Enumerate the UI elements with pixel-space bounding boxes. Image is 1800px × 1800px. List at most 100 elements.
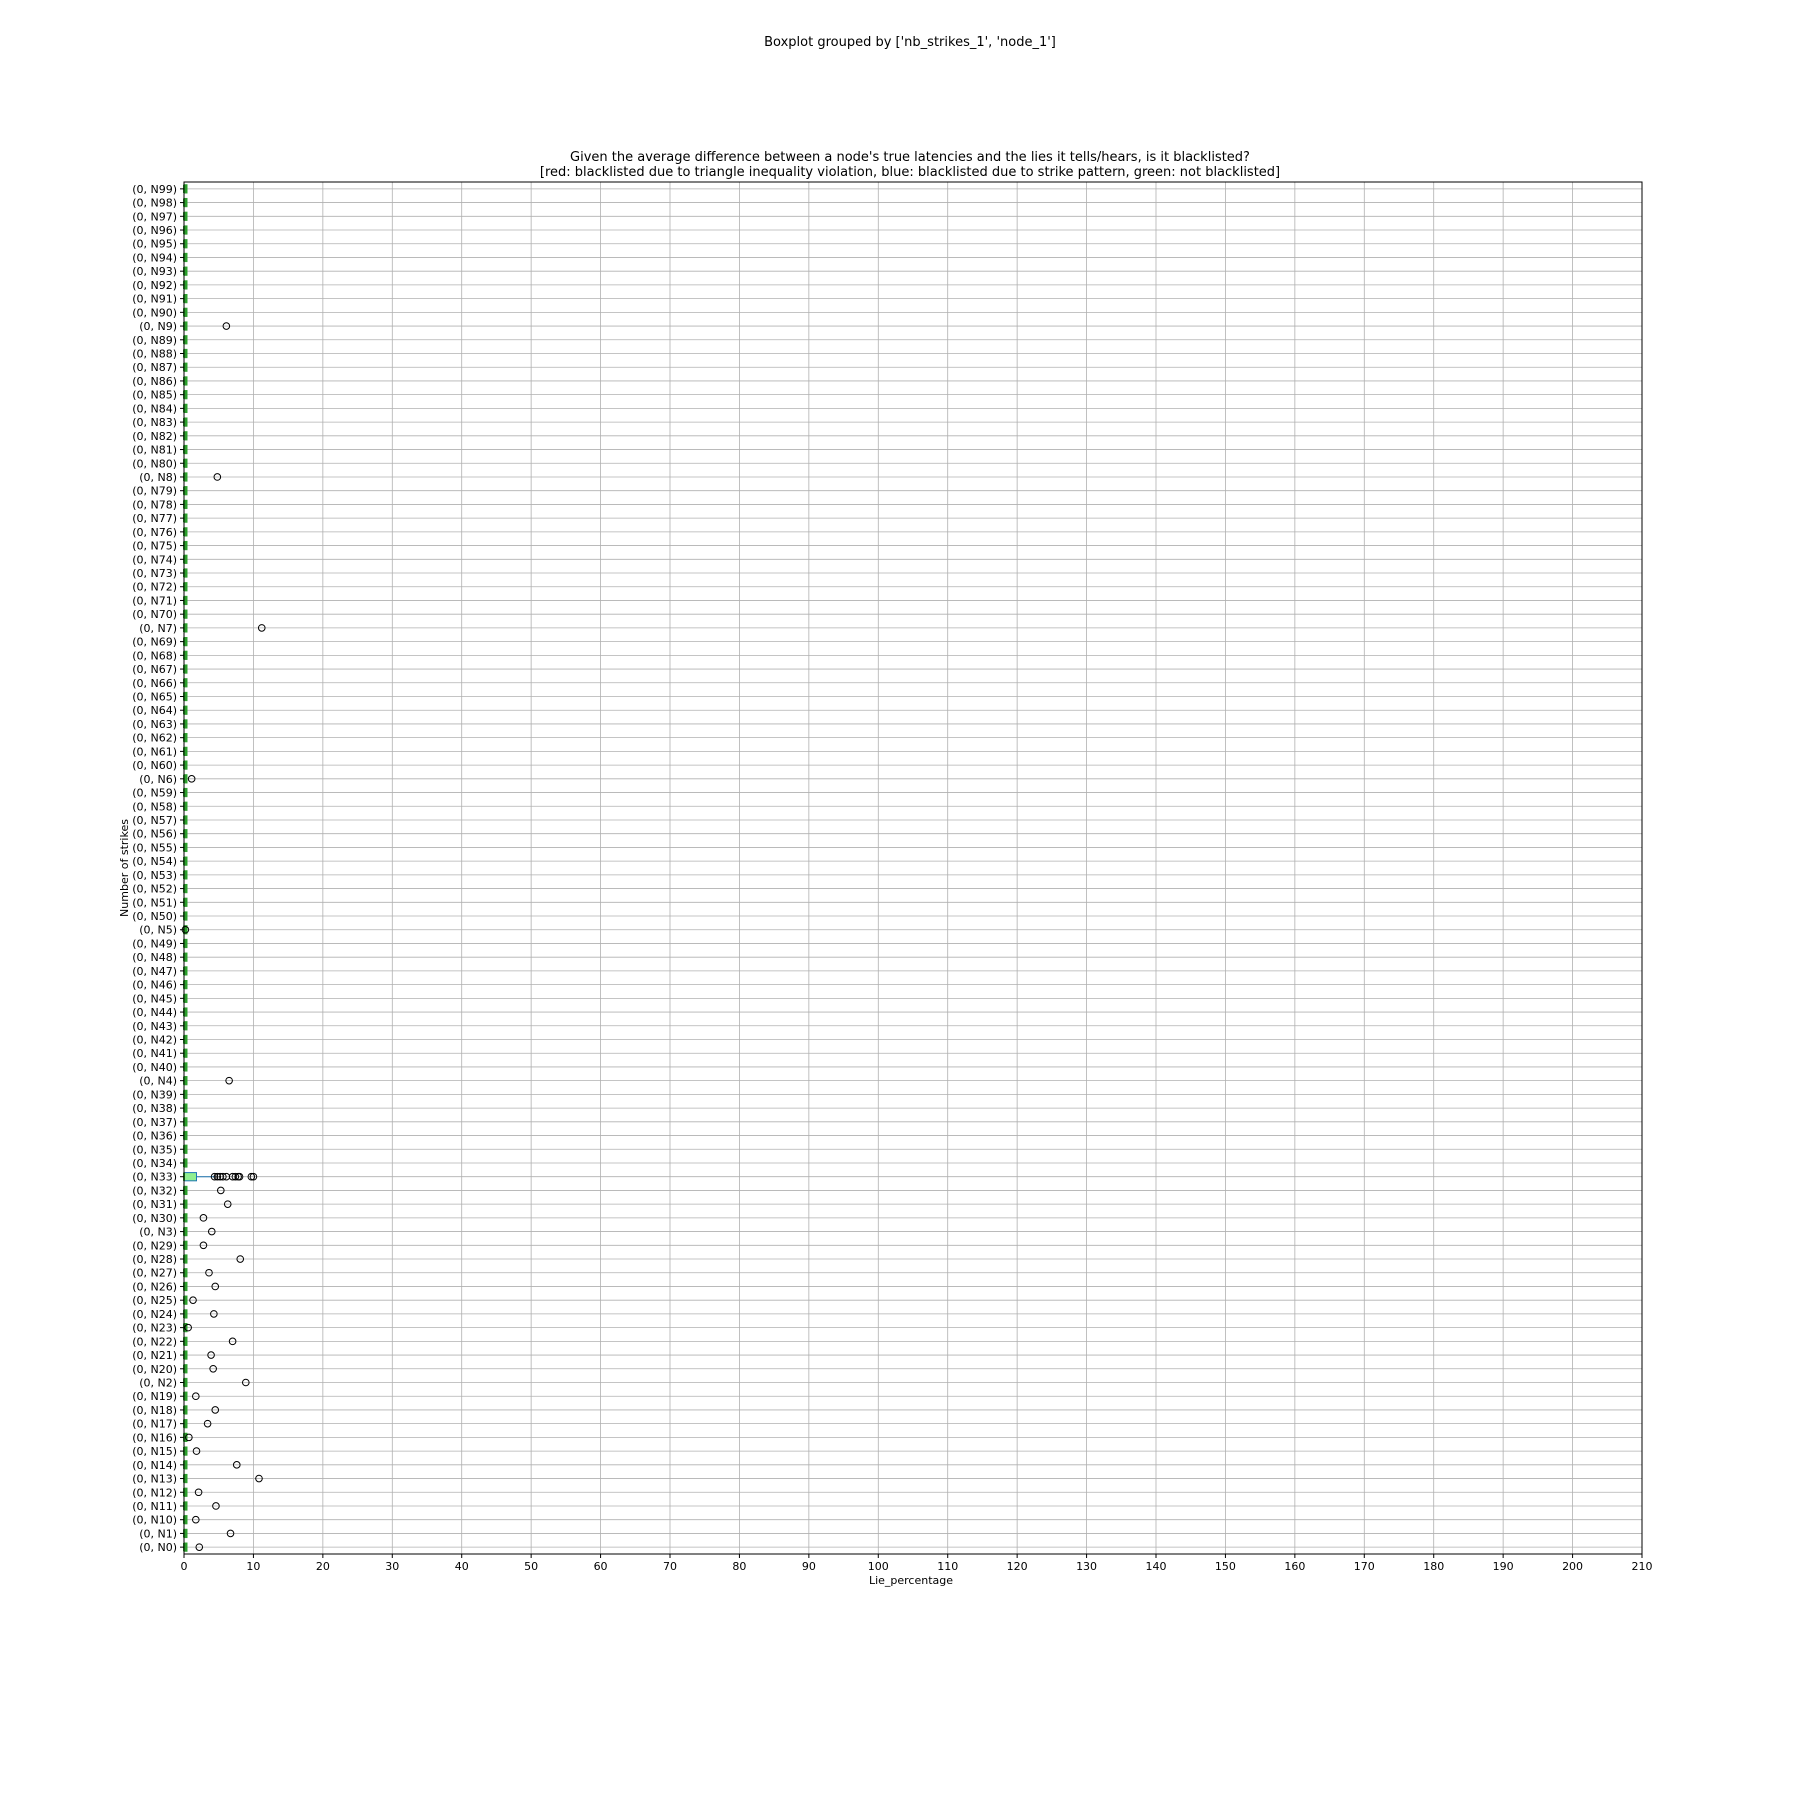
y-tick-label: (0, N34): [132, 1157, 177, 1170]
y-tick-label: (0, N81): [132, 444, 177, 457]
y-tick-label: (0, N25): [132, 1294, 177, 1307]
y-tick-label: (0, N6): [139, 773, 177, 786]
y-tick-label: (0, N50): [132, 910, 177, 923]
chart-title-line1: Given the average difference between a n…: [570, 150, 1250, 165]
y-tick-label: (0, N14): [132, 1459, 177, 1472]
y-tick-label: (0, N94): [132, 251, 177, 264]
outlier-point: [187, 775, 196, 783]
outlier-point: [219, 1172, 227, 1181]
y-tick-label: (0, N51): [132, 896, 177, 909]
outlier-point: [194, 1488, 203, 1497]
x-tick-label: 160: [1284, 1560, 1305, 1573]
box-0-n33: [183, 1172, 216, 1182]
box-layer: [183, 184, 216, 1552]
y-tick-label: (0, N19): [132, 1390, 177, 1403]
outlier-point: [199, 1241, 208, 1250]
outlier-point: [209, 1364, 217, 1373]
y-tick-label: (0, N10): [132, 1514, 177, 1527]
x-tick-label: 120: [1007, 1560, 1028, 1573]
y-tick-label: (0, N64): [132, 704, 177, 717]
x-tick-label: 60: [594, 1560, 608, 1573]
y-tick-label: (0, N20): [132, 1363, 177, 1376]
y-axis-ticks: (0, N0)(0, N1)(0, N10)(0, N11)(0, N12) (0…: [132, 183, 184, 1554]
y-tick-label: (0, N0): [139, 1541, 177, 1554]
y-tick-label: (0, N17): [132, 1418, 177, 1431]
outlier-point: [189, 1296, 197, 1304]
outlier-point: [205, 1268, 213, 1277]
outlier-point: [192, 1447, 201, 1455]
outlier-point: [192, 1515, 200, 1524]
y-tick-label: (0, N4): [139, 1075, 177, 1088]
y-tick-label: (0, N46): [132, 979, 177, 992]
outlier-point: [223, 1200, 232, 1208]
y-tick-label: (0, N97): [132, 210, 177, 223]
y-tick-label: (0, N60): [132, 759, 177, 772]
y-tick-label: (0, N91): [132, 293, 177, 306]
x-tick-label: 70: [663, 1560, 677, 1573]
y-tick-label: (0, N88): [132, 348, 177, 361]
y-tick-label: (0, N98): [132, 197, 177, 210]
y-tick-label: (0, N35): [132, 1143, 177, 1156]
y-tick-label: (0, N77): [132, 512, 177, 525]
x-tick-label: 40: [455, 1560, 469, 1573]
outlier-point: [236, 1255, 245, 1263]
y-tick-label: (0, N40): [132, 1061, 177, 1074]
y-tick-label: (0, N24): [132, 1308, 177, 1321]
x-tick-label: 100: [868, 1560, 889, 1573]
grid: [183, 182, 1643, 1554]
x-tick-label: 20: [316, 1560, 330, 1573]
y-tick-label: (0, N53): [132, 869, 177, 882]
y-tick-label: (0, N58): [132, 800, 177, 813]
y-tick-label: (0, N67): [132, 663, 177, 676]
x-tick-label: 210: [1632, 1560, 1653, 1573]
outlier-layer: [181, 322, 266, 1551]
y-tick-label: (0, N3): [139, 1226, 177, 1239]
y-tick-label: (0, N71): [132, 594, 177, 607]
outlier-point: [231, 1172, 240, 1181]
y-tick-label: (0, N63): [132, 718, 177, 731]
y-tick-label: (0, N1): [139, 1527, 177, 1540]
y-tick-label: (0, N73): [132, 567, 177, 580]
outlier-point: [257, 624, 266, 632]
y-tick-label: (0, N72): [132, 581, 177, 594]
y-tick-label: (0, N39): [132, 1088, 177, 1101]
y-tick-label: (0, N37): [132, 1116, 177, 1129]
y-tick-label: (0, N12): [132, 1486, 177, 1499]
x-axis-ticks: 0 10 20 30 40 50 60 70 80 90 100 110 120 130 140 150 160…: [181, 1554, 1653, 1573]
y-tick-label: (0, N26): [132, 1280, 177, 1293]
y-tick-label: (0, N52): [132, 883, 177, 896]
y-tick-label: (0, N15): [132, 1445, 177, 1458]
y-tick-label: (0, N93): [132, 265, 177, 278]
x-tick-label: 80: [732, 1560, 746, 1573]
y-tick-label: (0, N7): [139, 622, 177, 635]
y-tick-label: (0, N11): [132, 1500, 177, 1513]
y-tick-label: (0, N92): [132, 279, 177, 292]
outlier-point: [249, 1172, 258, 1181]
y-tick-label: (0, N45): [132, 992, 177, 1005]
outlier-point: [210, 1172, 219, 1181]
y-tick-label: (0, N54): [132, 855, 177, 868]
y-tick-label: (0, N48): [132, 951, 177, 964]
x-tick-label: 10: [246, 1560, 260, 1573]
y-tick-label: (0, N59): [132, 787, 177, 800]
outlier-point: [203, 1419, 212, 1428]
x-tick-label: 50: [524, 1560, 538, 1573]
y-tick-label: (0, N74): [132, 553, 177, 566]
y-tick-label: (0, N65): [132, 691, 177, 704]
y-tick-label: (0, N66): [132, 677, 177, 690]
outlier-point: [241, 1378, 250, 1387]
outlier-point: [228, 1337, 237, 1346]
y-tick-label: (0, N87): [132, 361, 177, 374]
y-tick-label: (0, N18): [132, 1404, 177, 1417]
outlier-point: [225, 1076, 233, 1085]
y-tick-label: (0, N70): [132, 608, 177, 621]
y-tick-label: (0, N86): [132, 375, 177, 388]
outlier-point: [211, 1282, 220, 1291]
y-tick-label: (0, N90): [132, 306, 177, 319]
y-tick-label: (0, N76): [132, 526, 177, 539]
outlier-point: [211, 1406, 220, 1414]
outlier-point: [255, 1474, 263, 1483]
y-tick-label: (0, N9): [139, 320, 177, 333]
y-tick-label: (0, N41): [132, 1047, 177, 1060]
outlier-point: [192, 1392, 200, 1401]
